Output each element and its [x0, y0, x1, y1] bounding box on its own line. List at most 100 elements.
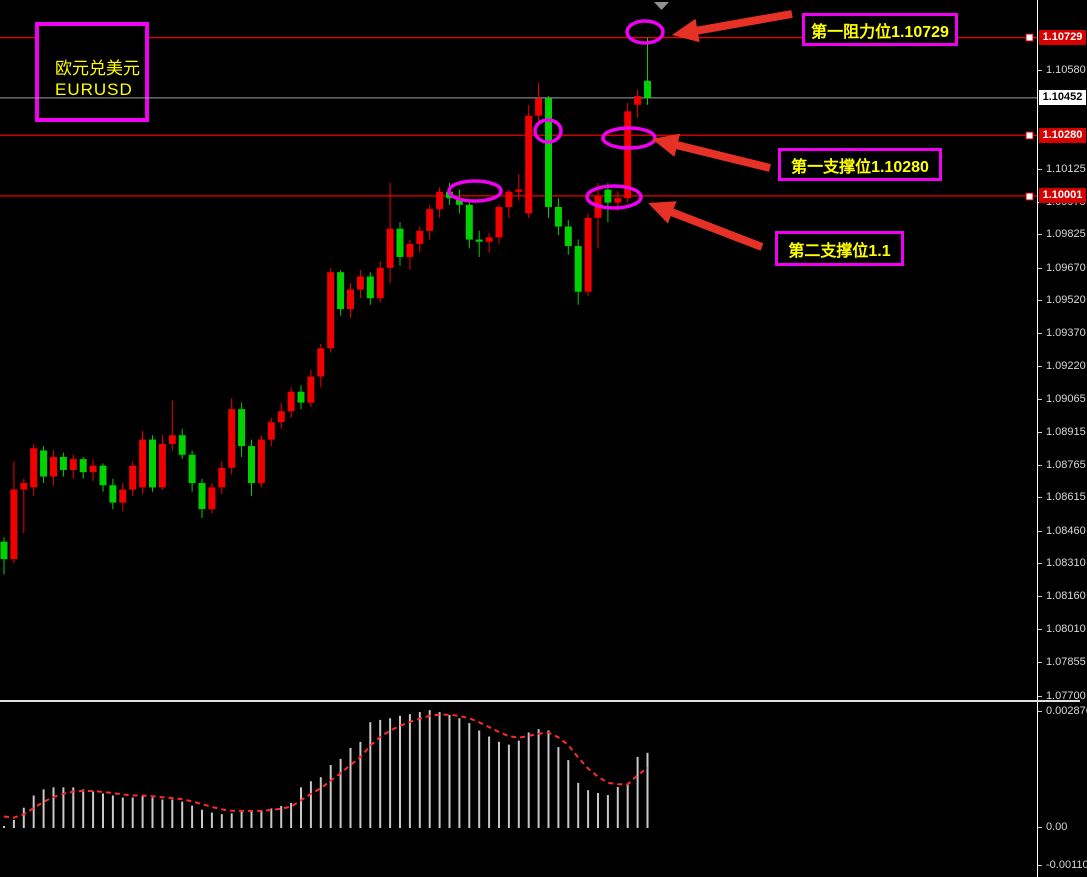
candle-body [69, 459, 77, 470]
candle-body [634, 96, 642, 105]
price-tick [1038, 596, 1042, 597]
indicator-tick-label: 0.00 [1046, 821, 1068, 833]
highlight-ellipse[interactable] [447, 179, 503, 203]
annotation-arrow[interactable] [672, 10, 793, 43]
scroll-marker-icon [654, 2, 669, 10]
price-tick-label: 1.10580 [1046, 64, 1086, 76]
candle-body [139, 439, 147, 488]
candle-body [356, 276, 364, 290]
candle-body [208, 487, 216, 510]
candle-body [198, 483, 206, 510]
candle-body [30, 448, 38, 488]
price-tick-label: 1.08160 [1046, 590, 1086, 602]
candle-body [307, 376, 315, 403]
price-tick-label: 1.07700 [1046, 690, 1086, 702]
price-tick-label: 1.07855 [1046, 656, 1086, 668]
candle-body [436, 191, 444, 210]
line-handle[interactable] [1025, 131, 1034, 140]
indicator-tick [1038, 827, 1042, 828]
candle-body [446, 191, 453, 199]
annotation-arrow[interactable] [652, 133, 771, 172]
candle-body [644, 80, 651, 98]
price-tick-label: 1.08765 [1046, 459, 1086, 471]
candle-body [376, 267, 384, 299]
candle-body [59, 456, 67, 470]
highlight-ellipse[interactable] [601, 126, 657, 150]
candle-body [584, 217, 592, 292]
candle-body [99, 465, 107, 486]
price-tick [1038, 366, 1042, 367]
callout-first-resistance[interactable]: 第一阻力位1.10729 [802, 13, 958, 46]
callout-second-support-label: 第二支撑位1.1 [788, 242, 891, 260]
candle-body [79, 459, 87, 473]
current-price-badge: 1.10452 [1039, 90, 1086, 105]
price-tick-label: 1.08310 [1046, 557, 1086, 569]
candle-body [327, 272, 335, 349]
price-tick [1038, 169, 1042, 170]
price-tick-label: 1.09370 [1046, 327, 1086, 339]
candle-body [485, 237, 493, 242]
highlight-ellipse[interactable] [585, 184, 643, 210]
callout-first-resistance-label: 第一阻力位1.10729 [811, 23, 949, 41]
price-tick [1038, 234, 1042, 235]
panel-separator[interactable] [0, 700, 1080, 702]
candle-body [248, 446, 255, 484]
candle-body [455, 198, 463, 205]
annotation-arrow[interactable] [648, 201, 764, 251]
candle-body [50, 456, 57, 477]
candle-body [287, 391, 295, 412]
candle-body [297, 391, 305, 403]
highlight-ellipse[interactable] [625, 19, 665, 45]
price-tick [1038, 497, 1042, 498]
candle-body [218, 467, 226, 488]
callout-first-support[interactable]: 第一支撑位1.10280 [778, 148, 942, 181]
candle-body [614, 198, 622, 203]
candle-body [178, 435, 186, 455]
symbol-label-box[interactable]: 欧元兑美元 EURUSD [35, 22, 149, 122]
candle-body [109, 485, 117, 503]
price-tick-label: 1.08615 [1046, 491, 1086, 503]
price-tick-label: 1.09670 [1046, 262, 1086, 274]
candle-body [129, 465, 137, 490]
candle-body [257, 439, 265, 484]
indicator-tick [1038, 711, 1042, 712]
price-tick [1038, 432, 1042, 433]
price-tick [1038, 268, 1042, 269]
candle-body [366, 276, 374, 299]
symbol-name-cn: 欧元兑美元 [55, 59, 140, 78]
candle-body [386, 228, 394, 268]
callout-second-support[interactable]: 第二支撑位1.1 [775, 231, 904, 266]
candle-body [564, 226, 572, 247]
candle-body [168, 435, 176, 444]
candle-body [228, 409, 236, 468]
candle-body [238, 409, 246, 447]
symbol-name: EURUSD [55, 80, 133, 99]
price-tick-label: 1.09825 [1046, 228, 1086, 240]
candle-body [406, 243, 414, 257]
candle-body [465, 204, 473, 240]
candle-body [119, 489, 127, 503]
candle-body [188, 454, 196, 484]
price-tick [1038, 563, 1042, 564]
line-handle[interactable] [1025, 33, 1034, 42]
level-lines-layer [0, 36, 1037, 197]
candle-body [149, 439, 156, 488]
callout-first-support-label: 第一支撑位1.10280 [791, 158, 929, 176]
candle-body [545, 98, 552, 207]
candle-body [317, 348, 325, 377]
candle-body [574, 246, 582, 292]
price-tick [1038, 333, 1042, 334]
price-tick [1038, 465, 1042, 466]
price-tick [1038, 662, 1042, 663]
signal-line [3, 713, 649, 819]
first-resistance-price-badge: 1.10729 [1039, 30, 1086, 45]
candle-body [604, 189, 612, 203]
highlight-ellipse[interactable] [533, 118, 563, 144]
line-handle[interactable] [1025, 192, 1034, 201]
candle-body [525, 115, 533, 214]
candle-body [594, 196, 602, 218]
first-support-price-badge: 1.10280 [1039, 128, 1086, 143]
candle-body [337, 272, 345, 310]
chart-canvas[interactable] [0, 0, 1037, 877]
